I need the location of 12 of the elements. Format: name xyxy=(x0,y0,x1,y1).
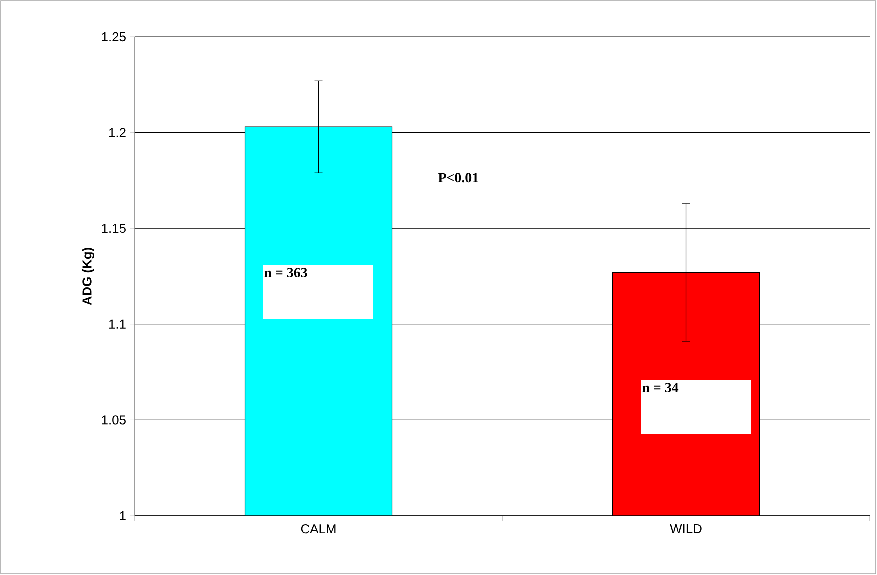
y-tick-label: 1.1 xyxy=(109,320,126,329)
x-tick-label: CALM xyxy=(301,524,336,534)
x-tick-label: WILD xyxy=(670,524,702,534)
y-axis-title: ADG (Kg) xyxy=(82,248,94,306)
annotation: n = 363 xyxy=(264,268,308,278)
y-tick-label: 1.15 xyxy=(102,224,126,234)
annotation: P<0.01 xyxy=(438,173,478,183)
y-tick-label: 1 xyxy=(120,512,126,520)
annotation: n = 34 xyxy=(642,383,679,393)
y-tick-label: 1.25 xyxy=(102,32,126,42)
y-tick-label: 1.05 xyxy=(102,416,126,425)
y-tick-label: 1.2 xyxy=(109,128,126,138)
